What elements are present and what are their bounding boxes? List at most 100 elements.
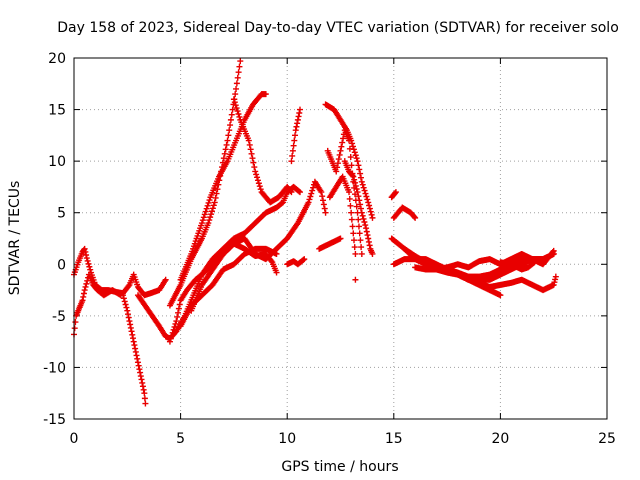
data-point (355, 216, 362, 223)
data-point (228, 111, 235, 118)
data-point (233, 80, 240, 87)
data-point (362, 190, 369, 197)
data-point (338, 143, 345, 150)
data-point (497, 292, 504, 299)
data-point (295, 113, 302, 120)
data-point (358, 209, 365, 216)
data-point (368, 211, 375, 218)
data-point (205, 220, 212, 227)
data-point (122, 301, 129, 308)
data-point (294, 120, 301, 127)
data-point (352, 152, 359, 159)
data-point (358, 178, 365, 185)
data-point (83, 252, 90, 259)
data-point (245, 137, 252, 144)
data-point (232, 102, 239, 109)
data-point (134, 359, 141, 366)
data-point (349, 143, 356, 150)
y-tick-label: 20 (48, 51, 66, 67)
data-point (211, 199, 218, 206)
data-point (552, 276, 559, 283)
data-point (71, 325, 78, 332)
data-point (129, 331, 136, 338)
y-tick-label: 0 (57, 257, 66, 273)
series-arc-16 (316, 235, 344, 252)
data-point (353, 155, 360, 162)
chart-title: Day 158 of 2023, Sidereal Day-to-day VTE… (57, 20, 619, 36)
data-point (222, 146, 229, 153)
data-point (233, 105, 240, 112)
data-point (353, 185, 360, 192)
data-point (293, 123, 300, 130)
data-point (72, 319, 79, 326)
data-point (162, 276, 169, 283)
data-point (167, 335, 174, 342)
data-point (363, 225, 370, 232)
series-arc-12 (284, 256, 308, 268)
data-point (364, 196, 371, 203)
data-point (355, 162, 362, 169)
data-point (349, 140, 356, 147)
data-point (347, 154, 354, 161)
data-point (254, 177, 261, 184)
data-point (305, 199, 312, 206)
data-point (310, 184, 317, 191)
data-point (132, 348, 139, 355)
data-point (199, 217, 206, 224)
y-tick-label: -5 (52, 309, 66, 325)
data-point (223, 141, 230, 148)
data-point (210, 202, 217, 209)
data-point (232, 91, 239, 98)
data-point (354, 158, 361, 165)
data-point (227, 116, 234, 123)
data-point (348, 216, 355, 223)
data-point (307, 193, 314, 200)
data-point (347, 202, 354, 209)
data-point (247, 146, 254, 153)
data-point (412, 214, 419, 221)
data-point (290, 142, 297, 149)
data-point (339, 139, 346, 146)
data-point (225, 132, 232, 139)
data-point (125, 314, 132, 321)
data-point (168, 332, 175, 339)
data-point (366, 205, 373, 212)
x-tick-label: 15 (385, 431, 403, 447)
data-point (132, 345, 139, 352)
data-point (171, 323, 178, 330)
data-point (227, 122, 234, 129)
data-point (294, 116, 301, 123)
data-point (208, 208, 215, 215)
data-point (273, 250, 280, 257)
y-tick-labels: -15 -10 -5 0 5 10 15 20 (43, 51, 66, 428)
data-point (346, 137, 353, 144)
data-point (138, 376, 145, 383)
data-point (169, 329, 176, 336)
data-point (551, 279, 558, 286)
data-point (296, 188, 303, 195)
y-axis-label: SDTVAR / TECUs (7, 181, 23, 296)
data-point (137, 373, 144, 380)
data-point (235, 69, 242, 76)
data-point (130, 338, 137, 345)
data-point (251, 164, 258, 171)
data-point (262, 91, 269, 98)
x-tick-label: 0 (70, 431, 79, 447)
x-tick-label: 25 (598, 431, 616, 447)
data-point (349, 223, 356, 230)
data-point (530, 259, 537, 266)
data-point (82, 283, 89, 290)
data-point (351, 149, 358, 156)
data-point (369, 214, 376, 221)
data-point (348, 162, 355, 169)
data-point (352, 182, 359, 189)
data-point (549, 248, 556, 255)
plot-frame (73, 57, 608, 420)
y-tick-label: 15 (48, 103, 66, 119)
series-arc-7 (177, 91, 269, 283)
data-point (120, 292, 127, 299)
data-point (351, 176, 358, 183)
data-point (236, 63, 243, 70)
data-point (236, 113, 243, 120)
data-point (357, 205, 364, 212)
